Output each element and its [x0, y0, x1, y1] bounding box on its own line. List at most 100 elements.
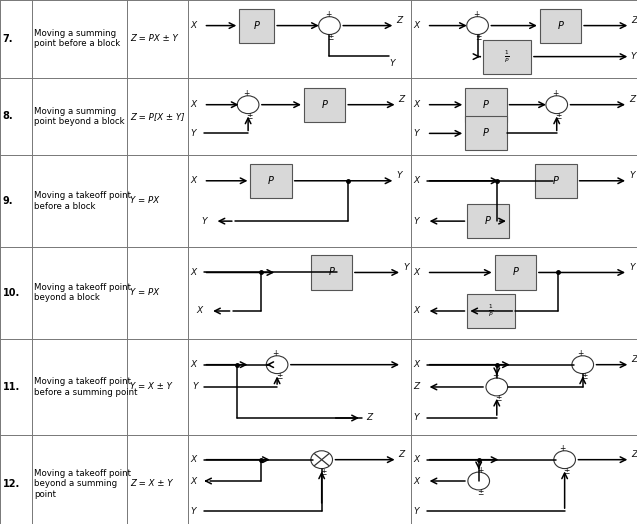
Text: ±: ± — [477, 488, 484, 497]
Text: P: P — [254, 20, 260, 30]
Text: X: X — [190, 21, 196, 30]
Text: +: + — [272, 349, 278, 358]
Text: +: + — [559, 444, 566, 453]
Circle shape — [486, 378, 508, 396]
Text: Moving a takeoff point
beyond a summing
point: Moving a takeoff point beyond a summing … — [34, 469, 131, 499]
Text: ±: ± — [276, 372, 282, 381]
Circle shape — [467, 17, 489, 35]
Text: X: X — [190, 176, 196, 185]
Text: X: X — [413, 360, 419, 369]
Bar — [468, 204, 509, 238]
Text: X: X — [197, 307, 203, 315]
Text: Moving a takeoff point
before a block: Moving a takeoff point before a block — [34, 191, 131, 211]
Text: 9.: 9. — [3, 196, 13, 206]
Text: Y: Y — [390, 59, 395, 68]
Text: X: X — [413, 307, 419, 315]
Text: Y = PX: Y = PX — [130, 196, 159, 205]
Text: Y: Y — [413, 129, 419, 138]
Text: X: X — [413, 21, 419, 30]
Text: Y = X ± Y: Y = X ± Y — [130, 383, 172, 391]
Text: Y: Y — [629, 171, 634, 180]
Text: Y: Y — [403, 263, 408, 272]
Text: X: X — [413, 268, 419, 277]
Text: 12.: 12. — [3, 479, 20, 489]
Text: +: + — [578, 349, 584, 358]
Text: Y: Y — [201, 216, 207, 226]
Text: Y: Y — [190, 507, 196, 516]
Bar — [304, 88, 345, 122]
Text: X: X — [190, 268, 196, 277]
Circle shape — [266, 356, 288, 374]
Text: Z = PX ± Y: Z = PX ± Y — [130, 34, 178, 43]
Text: P: P — [512, 267, 518, 278]
Text: X: X — [413, 455, 419, 464]
Circle shape — [572, 356, 594, 374]
Text: Z: Z — [629, 95, 635, 104]
Text: 7.: 7. — [3, 34, 13, 44]
Text: Z = P[X ± Y]: Z = P[X ± Y] — [130, 112, 185, 121]
Text: +: + — [325, 9, 331, 18]
Text: Moving a takeoff point
beyond a block: Moving a takeoff point beyond a block — [34, 283, 131, 302]
Text: +: + — [477, 465, 484, 475]
Text: Z: Z — [396, 16, 403, 25]
Text: Y: Y — [631, 52, 636, 61]
Text: Moving a summing
point before a block: Moving a summing point before a block — [34, 29, 120, 49]
Circle shape — [311, 451, 333, 468]
Circle shape — [546, 96, 568, 114]
Text: Y: Y — [629, 263, 634, 272]
Text: X: X — [190, 476, 196, 486]
Text: Y: Y — [413, 216, 419, 226]
Text: +: + — [552, 89, 559, 97]
Text: Y: Y — [396, 171, 402, 180]
Text: ±: ± — [555, 112, 561, 121]
Text: P: P — [483, 128, 489, 138]
Text: Y: Y — [192, 383, 198, 391]
Text: Z: Z — [366, 413, 373, 422]
Text: X: X — [413, 100, 419, 109]
Text: X: X — [190, 360, 196, 369]
Bar — [494, 256, 536, 290]
Bar — [535, 163, 576, 198]
Text: P: P — [553, 176, 559, 186]
Text: ±: ± — [496, 394, 502, 403]
Text: +: + — [473, 9, 480, 18]
Text: P: P — [485, 216, 491, 226]
Bar — [250, 163, 292, 198]
Text: P: P — [328, 267, 334, 278]
Text: P: P — [268, 176, 274, 186]
Text: Y: Y — [413, 413, 419, 422]
Bar — [311, 256, 352, 290]
Bar — [240, 8, 274, 42]
Text: ±: ± — [582, 372, 588, 381]
Text: 11.: 11. — [3, 382, 20, 392]
Text: P: P — [483, 100, 489, 110]
Text: Z: Z — [631, 355, 637, 364]
Text: X: X — [190, 100, 196, 109]
Circle shape — [318, 17, 340, 35]
Text: ±: ± — [246, 112, 253, 121]
Text: Y: Y — [190, 129, 196, 138]
Text: Y: Y — [413, 507, 419, 516]
Text: Z: Z — [631, 450, 637, 459]
Bar — [483, 40, 531, 74]
Text: Z = X ± Y: Z = X ± Y — [130, 479, 173, 488]
Text: Moving a takeoff point
before a summing point: Moving a takeoff point before a summing … — [34, 377, 138, 397]
Text: 8.: 8. — [3, 111, 13, 122]
Text: P: P — [322, 100, 327, 110]
Text: +: + — [492, 372, 498, 380]
Text: Z: Z — [399, 95, 404, 104]
Bar — [468, 294, 515, 328]
Text: X: X — [190, 455, 196, 464]
Text: Y = PX: Y = PX — [130, 288, 159, 297]
Text: +: + — [243, 89, 250, 97]
Bar — [540, 8, 581, 42]
Text: $\frac{1}{P}$: $\frac{1}{P}$ — [489, 303, 494, 319]
Text: ±: ± — [320, 468, 327, 477]
Text: Z: Z — [631, 16, 637, 25]
Bar — [465, 88, 506, 122]
Text: ±: ± — [563, 467, 569, 476]
Bar — [465, 116, 506, 150]
Text: ±: ± — [476, 33, 482, 42]
Text: Moving a summing
point beyond a block: Moving a summing point beyond a block — [34, 106, 125, 126]
Text: Z: Z — [413, 383, 419, 391]
